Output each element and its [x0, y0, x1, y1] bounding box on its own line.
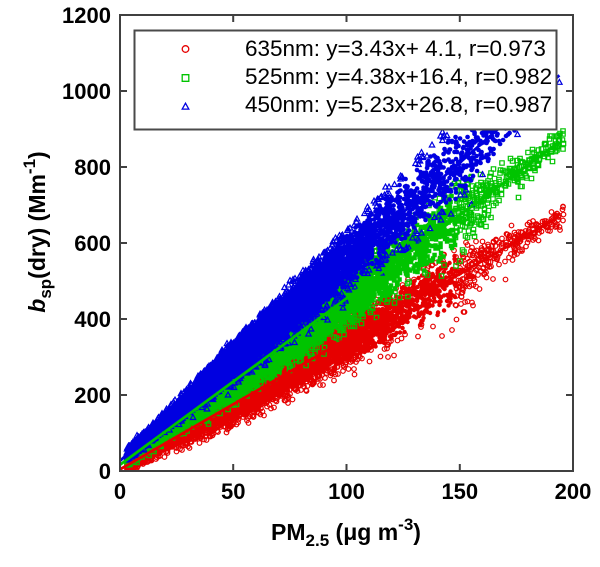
- svg-text:200: 200: [555, 479, 592, 504]
- svg-text:800: 800: [74, 155, 111, 180]
- svg-text:450nm: y=5.23x+26.8, r=0.987: 450nm: y=5.23x+26.8, r=0.987: [245, 92, 552, 117]
- svg-text:600: 600: [74, 231, 111, 256]
- svg-text:PM2.5 (μg m-3): PM2.5 (μg m-3): [271, 515, 421, 550]
- svg-text:635nm: y=3.43x+ 4.1, r=0.973: 635nm: y=3.43x+ 4.1, r=0.973: [245, 36, 546, 61]
- svg-text:0: 0: [114, 479, 126, 504]
- svg-text:0: 0: [99, 459, 111, 484]
- svg-text:100: 100: [328, 479, 365, 504]
- svg-text:50: 50: [221, 479, 245, 504]
- svg-text:525nm: y=4.38x+16.4, r=0.982: 525nm: y=4.38x+16.4, r=0.982: [245, 64, 552, 89]
- svg-text:1000: 1000: [62, 79, 111, 104]
- svg-text:1200: 1200: [62, 3, 111, 28]
- svg-text:bsp(dry) (Mm-1): bsp(dry) (Mm-1): [20, 151, 55, 312]
- svg-text:200: 200: [74, 383, 111, 408]
- svg-text:400: 400: [74, 307, 111, 332]
- svg-text:150: 150: [441, 479, 478, 504]
